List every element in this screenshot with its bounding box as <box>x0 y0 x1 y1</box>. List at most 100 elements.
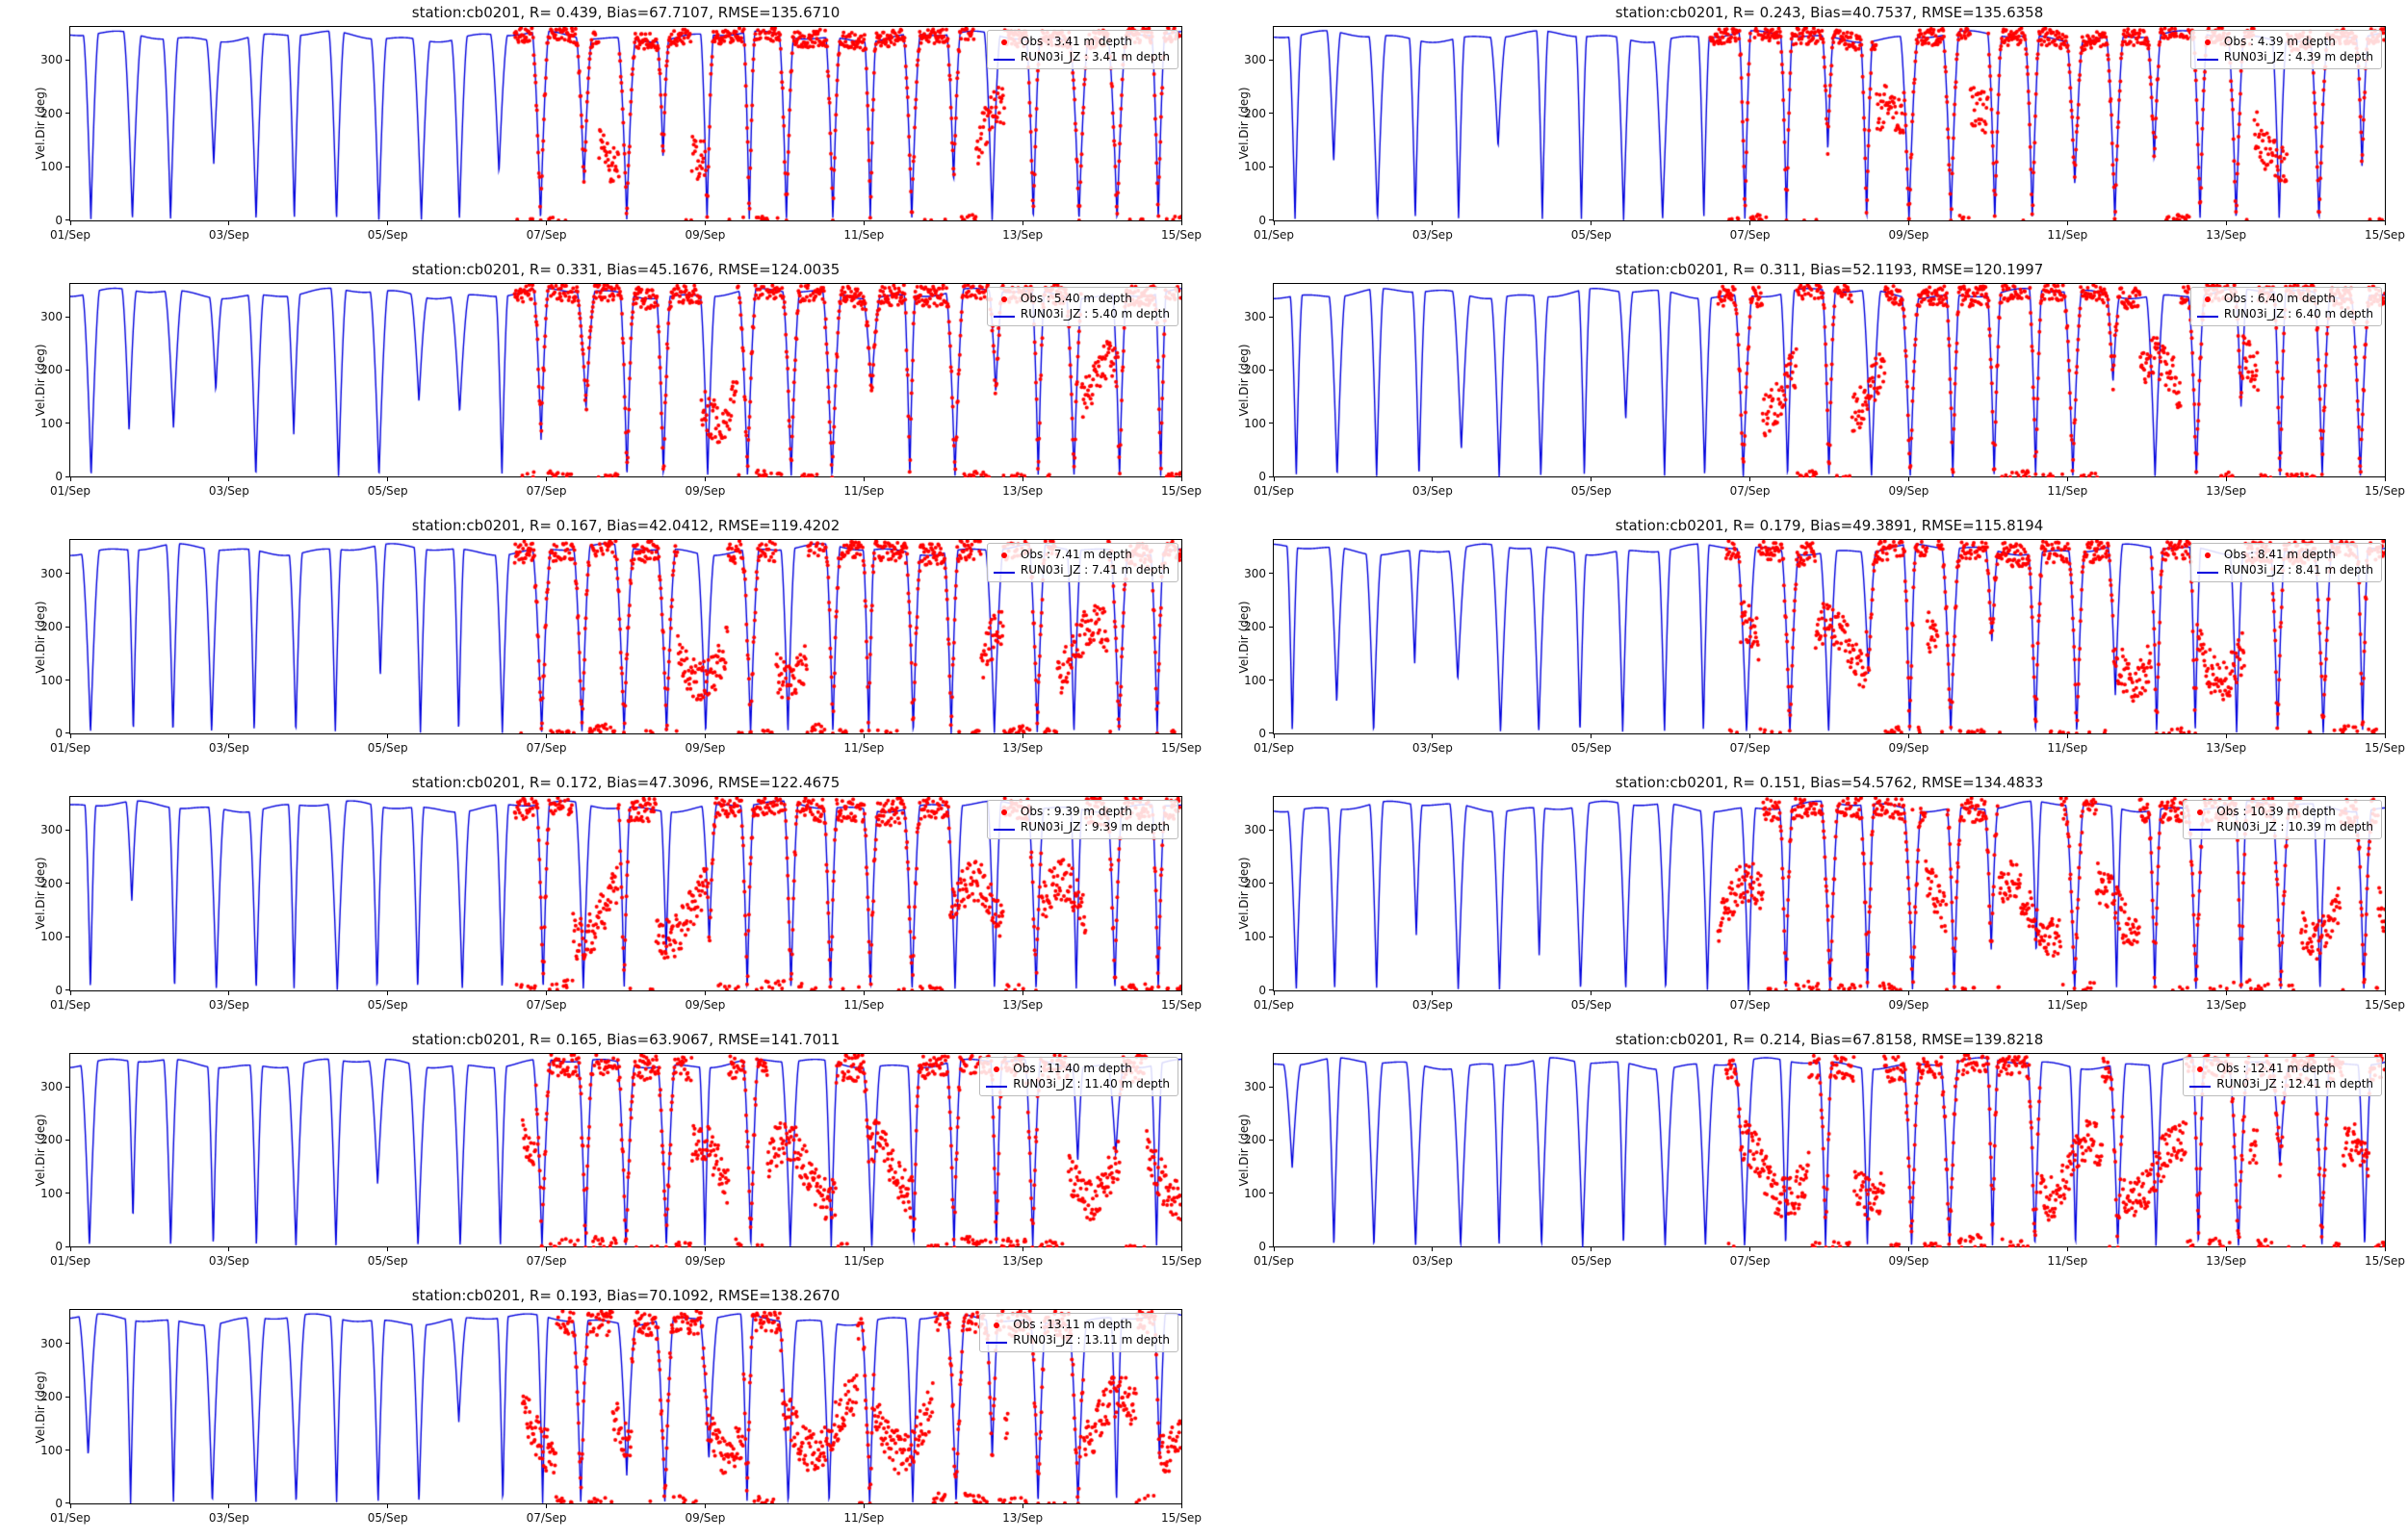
plot-area: Vel.Dir (deg) Obs : 3.41 m depth RUN03i_… <box>34 26 1202 242</box>
x-tick-label: 09/Sep <box>685 1254 726 1269</box>
x-tick-mark <box>1749 732 1751 738</box>
x-tick-label: 11/Sep <box>2047 484 2088 499</box>
x-tick-mark <box>704 989 706 995</box>
plot-area: Vel.Dir (deg) Obs : 13.11 m depth RUN03i… <box>34 1309 1202 1525</box>
plot-area: Vel.Dir (deg) Obs : 4.39 m depth RUN03i_… <box>1237 26 2405 242</box>
x-tick-label: 07/Sep <box>526 1510 567 1525</box>
legend-entry-model: RUN03i_JZ : 13.11 m depth <box>986 1332 1170 1348</box>
y-tick-label: 0 <box>55 213 63 227</box>
x-tick-mark <box>387 476 389 482</box>
y-tick-label: 100 <box>1244 930 1266 944</box>
x-tick-label: 01/Sep <box>1254 1254 1294 1269</box>
y-tick-label: 200 <box>40 1390 63 1404</box>
legend: Obs : 8.41 m depth RUN03i_JZ : 8.41 m de… <box>2189 543 2382 583</box>
x-tick-label: 13/Sep <box>1002 997 1044 1012</box>
x-tick-mark <box>1907 219 1909 225</box>
x-tick-mark <box>387 732 389 738</box>
x-tick-mark <box>1273 989 1275 995</box>
y-tick-label: 200 <box>40 620 63 634</box>
legend: Obs : 4.39 m depth RUN03i_JZ : 4.39 m de… <box>2189 30 2382 69</box>
subplot-panel: station:cb0201, R= 0.439, Bias=67.7107, … <box>0 0 1204 257</box>
x-tick-label: 15/Sep <box>2365 484 2405 499</box>
x-tick-label: 09/Sep <box>1888 1254 1929 1269</box>
legend-obs-label: Obs : 5.40 m depth <box>1020 291 1132 305</box>
y-tick-mark <box>1269 316 1274 318</box>
y-tick-mark <box>1269 59 1274 61</box>
model-line-icon <box>2196 49 2218 64</box>
x-tick-mark <box>69 1246 71 1252</box>
legend-entry-obs: Obs : 8.41 m depth <box>2197 547 2373 562</box>
x-tick-label: 03/Sep <box>1411 1254 1453 1269</box>
x-tick-mark <box>228 1246 230 1252</box>
obs-marker-icon <box>986 1317 1007 1332</box>
x-tick-label: 15/Sep <box>2365 997 2405 1012</box>
y-tick-label: 300 <box>1244 53 1266 67</box>
x-tick-label: 01/Sep <box>50 997 91 1012</box>
x-tick-label: 05/Sep <box>367 1254 408 1269</box>
x-tick-label: 11/Sep <box>843 227 885 242</box>
plot-title: station:cb0201, R= 0.179, Bias=49.3891, … <box>1615 517 2044 535</box>
model-line-icon <box>993 306 1015 321</box>
x-tick-mark <box>863 1502 865 1508</box>
x-tick-label: 13/Sep <box>1002 740 1044 755</box>
obs-marker-icon <box>994 804 1015 819</box>
model-line-icon <box>986 1076 1008 1091</box>
x-tick-label: 03/Sep <box>208 227 249 242</box>
x-tick-label: 15/Sep <box>1161 997 1202 1012</box>
x-tick-label: 11/Sep <box>843 1254 885 1269</box>
y-tick-mark <box>65 423 70 424</box>
x-tick-label: 03/Sep <box>208 997 249 1012</box>
y-tick-label: 100 <box>1244 673 1266 687</box>
obs-marker-icon <box>2189 804 2211 819</box>
y-tick-mark <box>1269 219 1274 221</box>
y-tick-mark <box>65 1343 70 1345</box>
y-tick-label: 0 <box>55 983 63 997</box>
x-tick-mark <box>1273 1246 1275 1252</box>
model-line-icon <box>986 1332 1008 1348</box>
y-tick-mark <box>65 475 70 477</box>
legend-model-label: RUN03i_JZ : 6.40 m depth <box>2223 306 2373 321</box>
x-tick-label: 03/Sep <box>1411 997 1453 1012</box>
y-tick-label: 100 <box>40 160 63 174</box>
obs-marker-icon <box>2197 547 2218 562</box>
subplot-panel: station:cb0201, R= 0.167, Bias=42.0412, … <box>0 513 1204 770</box>
x-tick-label: 03/Sep <box>1411 740 1453 755</box>
y-tick-mark <box>1269 369 1274 371</box>
plot-area: Vel.Dir (deg) Obs : 7.41 m depth RUN03i_… <box>34 539 1202 755</box>
plot-area: Vel.Dir (deg) Obs : 5.40 m depth RUN03i_… <box>34 282 1202 498</box>
y-tick-label: 300 <box>1244 823 1266 837</box>
model-line-icon <box>2189 1076 2212 1091</box>
x-tick-label: 07/Sep <box>1729 997 1771 1012</box>
x-tick-mark <box>2066 219 2068 225</box>
legend-entry-obs: Obs : 10.39 m depth <box>2189 804 2373 819</box>
subplot-panel: station:cb0201, R= 0.243, Bias=40.7537, … <box>1204 0 2407 257</box>
obs-marker-icon <box>994 291 1015 306</box>
y-tick-mark <box>65 1396 70 1398</box>
x-tick-mark <box>704 1246 706 1252</box>
x-tick-mark <box>387 1246 389 1252</box>
legend-entry-model: RUN03i_JZ : 12.41 m depth <box>2189 1076 2373 1091</box>
y-tick-label: 0 <box>1258 983 1266 997</box>
x-tick-mark <box>1180 219 1182 225</box>
x-tick-label: 05/Sep <box>1570 484 1612 499</box>
legend-model-label: RUN03i_JZ : 12.41 m depth <box>2216 1076 2373 1091</box>
y-tick-label: 300 <box>40 310 63 324</box>
legend-model-label: RUN03i_JZ : 11.40 m depth <box>1013 1076 1170 1091</box>
model-line-icon <box>993 819 1015 834</box>
legend: Obs : 6.40 m depth RUN03i_JZ : 6.40 m de… <box>2189 286 2382 326</box>
x-tick-mark <box>1749 219 1751 225</box>
x-tick-mark <box>1749 1246 1751 1252</box>
legend-model-label: RUN03i_JZ : 10.39 m depth <box>2216 819 2373 834</box>
y-tick-mark <box>65 829 70 831</box>
x-tick-mark <box>704 1502 706 1508</box>
x-tick-mark <box>704 476 706 482</box>
plot-title: station:cb0201, R= 0.243, Bias=40.7537, … <box>1615 4 2044 21</box>
subplot-panel: station:cb0201, R= 0.151, Bias=54.5762, … <box>1204 770 2407 1027</box>
y-tick-mark <box>65 59 70 61</box>
x-tick-label: 09/Sep <box>685 227 726 242</box>
plot-area: Vel.Dir (deg) Obs : 10.39 m depth RUN03i… <box>1237 795 2405 1012</box>
x-tick-mark <box>2384 219 2386 225</box>
y-tick-mark <box>1269 1139 1274 1141</box>
x-tick-mark <box>1591 1246 1592 1252</box>
subplot-panel: station:cb0201, R= 0.331, Bias=45.1676, … <box>0 257 1204 514</box>
